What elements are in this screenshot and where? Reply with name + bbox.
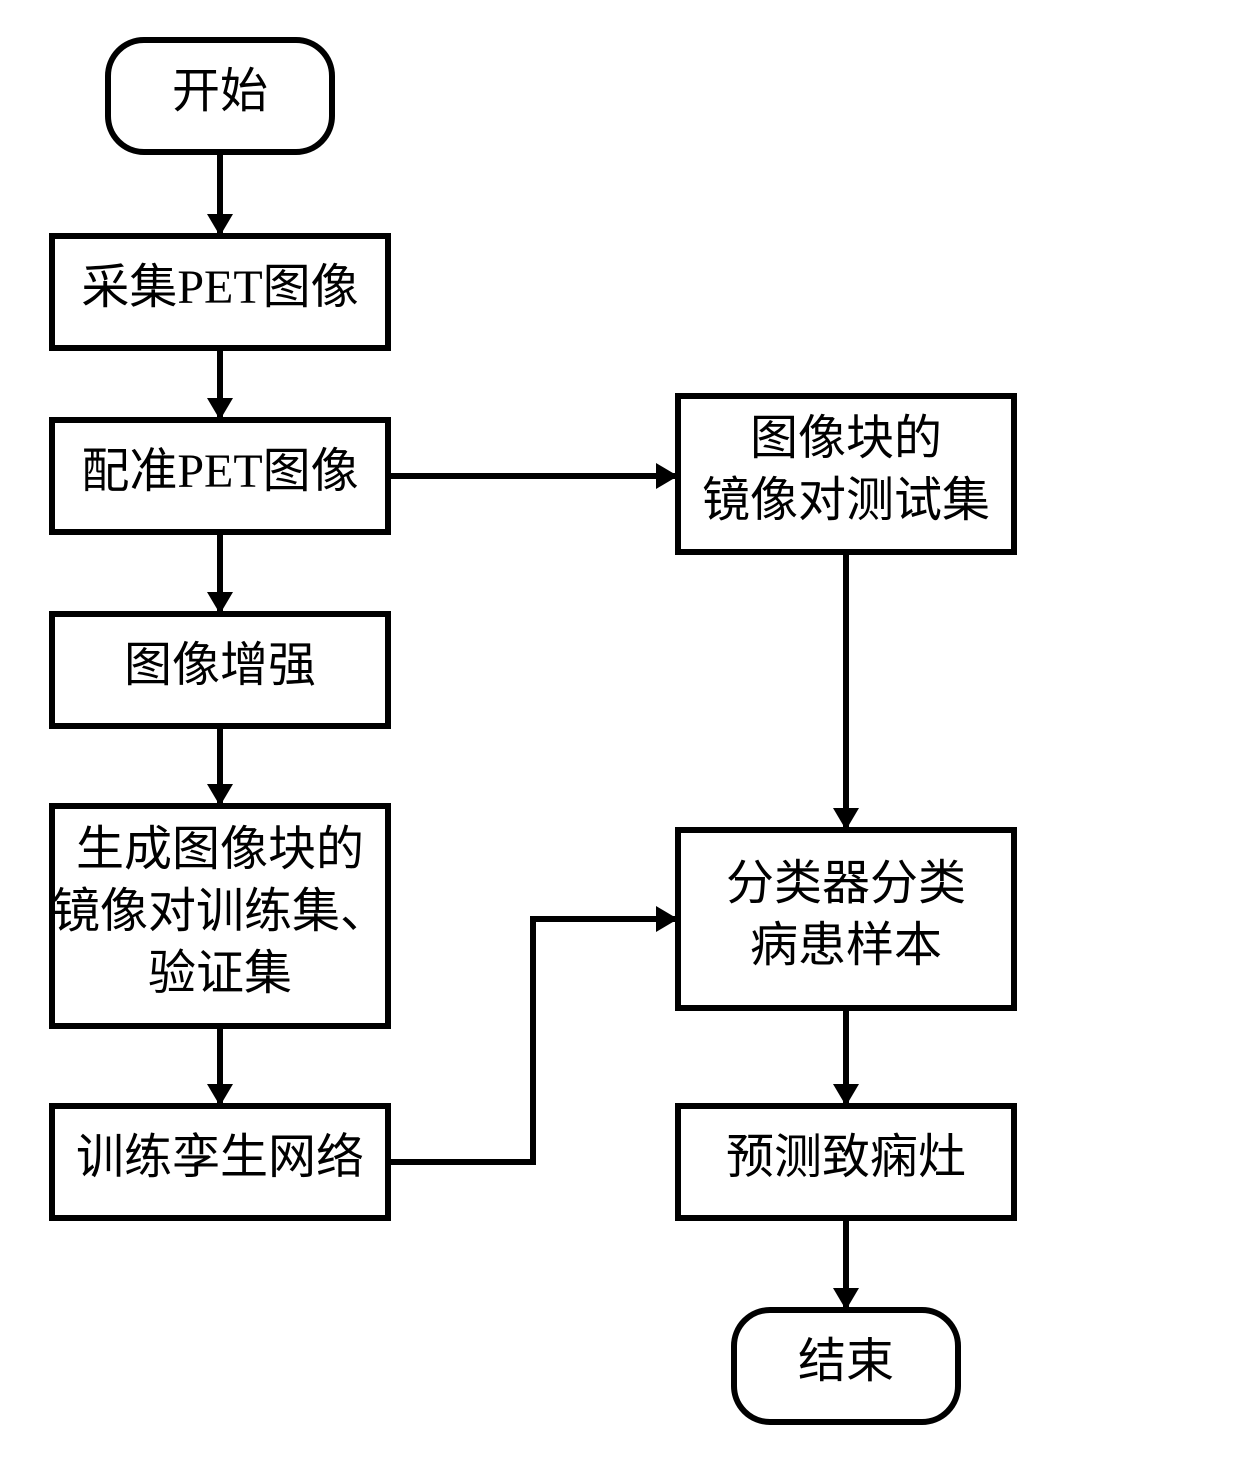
node-register: 配准PET图像 [52,420,388,532]
node-test_set: 图像块的镜像对测试集 [678,396,1014,552]
node-collect: 采集PET图像 [52,236,388,348]
node-enhance-label: 图像增强 [124,639,316,692]
node-end: 结束 [734,1310,958,1422]
node-train_val_set-line-0: 生成图像块的 [76,823,364,876]
node-test_set-line-1: 镜像对测试集 [702,474,990,527]
node-train_val_set-line-2: 验证集 [148,947,292,1000]
node-start-label: 开始 [172,65,268,118]
node-train_net-label: 训练孪生网络 [76,1131,364,1184]
node-classifier-line-1: 病患样本 [750,919,942,972]
node-train_val_set: 生成图像块的镜像对训练集、验证集 [52,806,388,1026]
flowchart-diagram: 开始采集PET图像配准PET图像图像增强生成图像块的镜像对训练集、验证集训练孪生… [0,0,1240,1483]
node-train_net: 训练孪生网络 [52,1106,388,1218]
edge-train_net-to-classifier [388,919,678,1162]
node-classifier: 分类器分类病患样本 [678,830,1014,1008]
node-predict: 预测致痫灶 [678,1106,1014,1218]
node-collect-label: 采集PET图像 [81,261,358,314]
node-enhance: 图像增强 [52,614,388,726]
node-register-label: 配准PET图像 [81,445,358,498]
node-train_val_set-line-1: 镜像对训练集、 [52,885,388,938]
node-test_set-line-0: 图像块的 [750,412,942,465]
node-predict-label: 预测致痫灶 [726,1131,966,1184]
node-end-label: 结束 [798,1335,894,1388]
node-start: 开始 [108,40,332,152]
node-classifier-line-0: 分类器分类 [726,857,966,910]
